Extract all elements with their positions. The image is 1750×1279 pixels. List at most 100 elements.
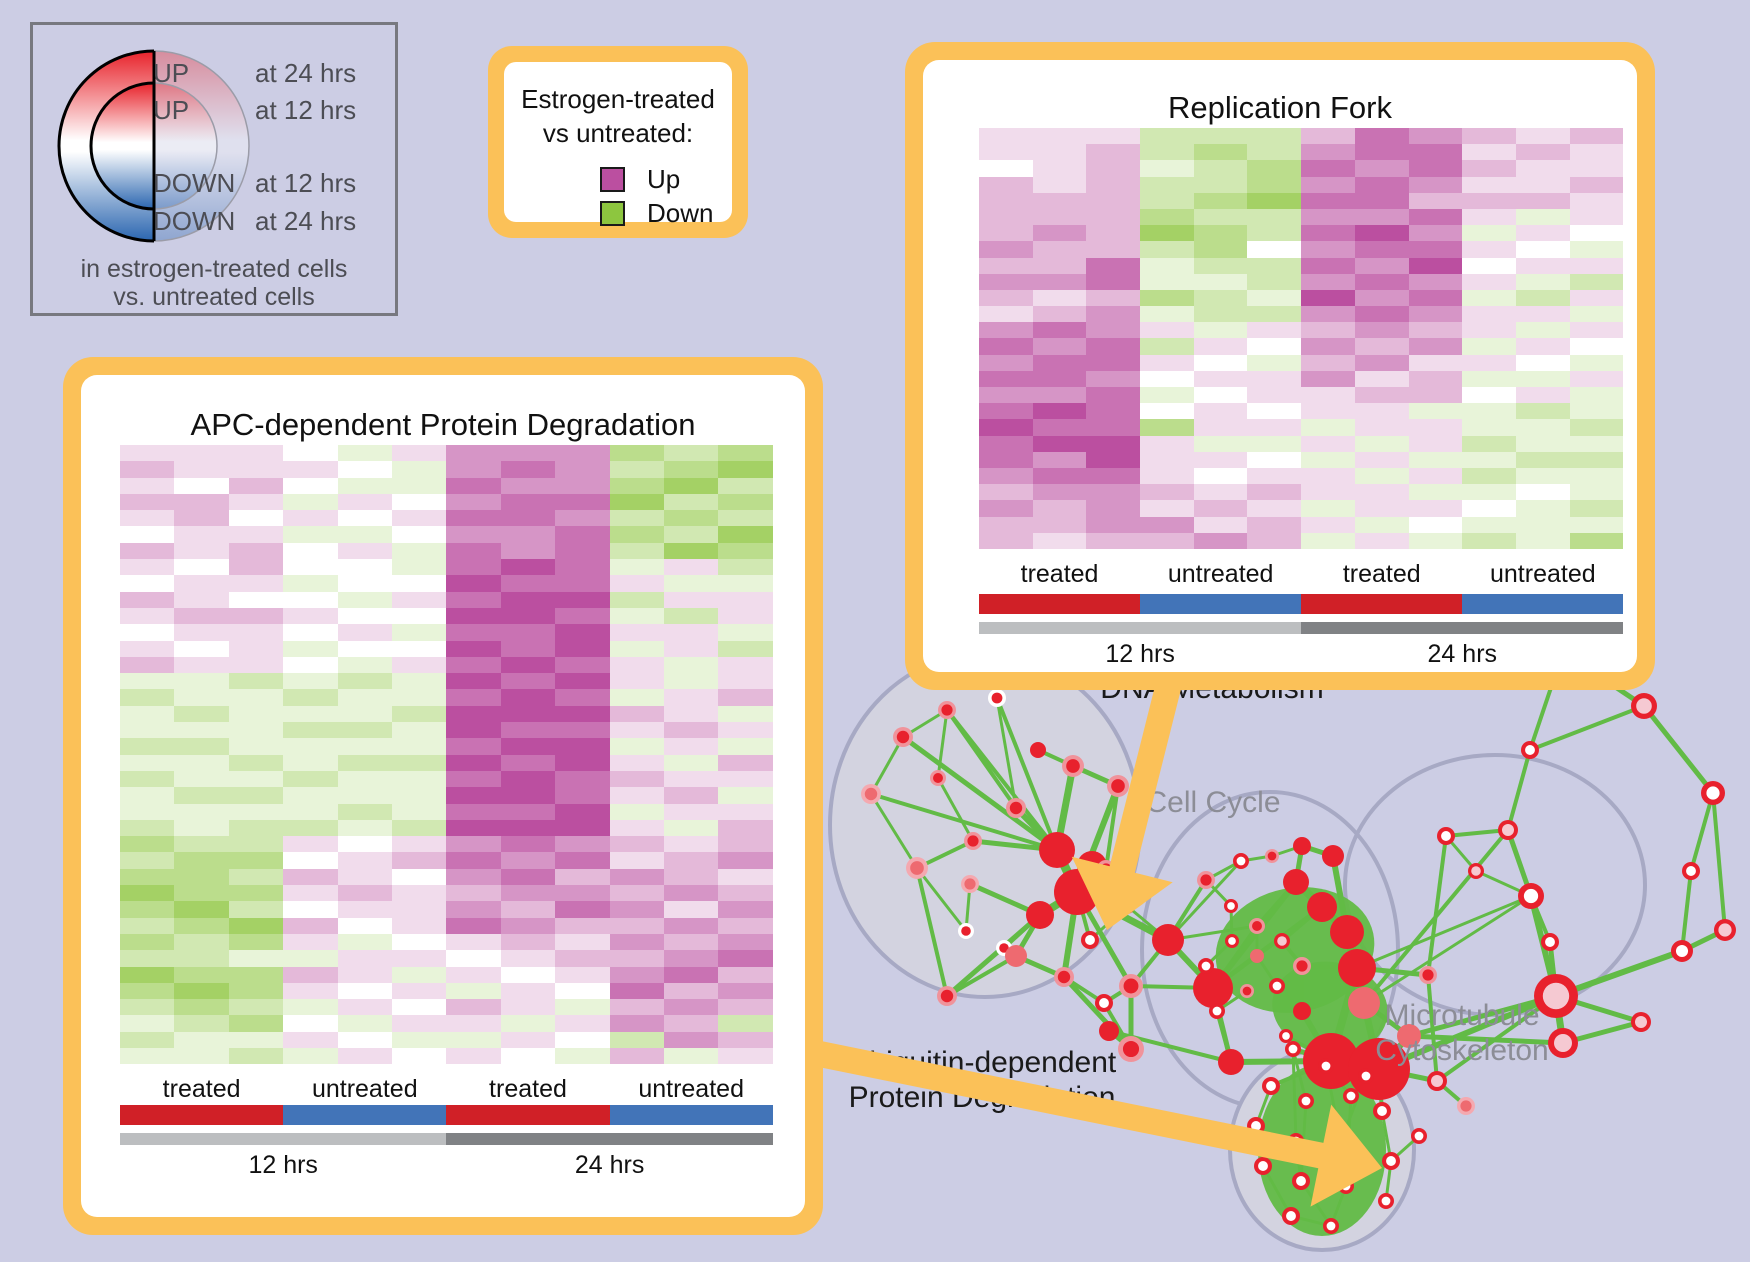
heatmap-cell (1462, 144, 1516, 161)
network-node-m11 (1675, 944, 1689, 958)
heatmap-cell (120, 624, 175, 641)
heatmap-cell (1247, 208, 1302, 226)
network-node-d11 (967, 835, 979, 847)
heatmap-cell (1515, 387, 1570, 404)
heatmap-row (120, 493, 773, 511)
heatmap-cell (174, 787, 229, 804)
legend-time: at 12 hrs (255, 168, 357, 198)
heatmap-cell (1354, 257, 1409, 274)
heatmap-cell (979, 192, 1033, 209)
heatmap-row (120, 673, 773, 690)
heatmap-cell (446, 754, 501, 771)
heatmap-cell (979, 532, 1033, 549)
heatmap-cell (120, 901, 175, 918)
network-node-d23 (940, 989, 954, 1003)
heatmap-cell (1462, 208, 1516, 226)
heatmap-cell (1569, 403, 1624, 420)
network-edge (1529, 704, 1645, 752)
network-edge (945, 708, 1018, 810)
heatmap-cell (174, 819, 229, 837)
heatmap-cell (500, 999, 556, 1016)
heatmap-cell (1032, 208, 1087, 226)
heatmap-cell (1515, 532, 1570, 549)
heatmap-cell (609, 738, 664, 755)
heatmap-cell (228, 852, 284, 869)
heatmap-cell (1462, 241, 1516, 258)
heatmap-cell (1301, 370, 1355, 387)
heatmap-cell (1354, 128, 1409, 145)
down-color-swatch (600, 201, 625, 226)
heatmap-cell (1193, 144, 1248, 161)
heatmap-cell (555, 445, 610, 462)
heatmap-cell (555, 933, 610, 951)
heatmap-cell (391, 493, 447, 511)
heatmap-cell (283, 852, 338, 869)
heatmap-cell (283, 1031, 338, 1048)
heatmap-cell (1408, 160, 1463, 177)
heatmap-cell (1301, 306, 1355, 323)
heatmap-cell (1408, 354, 1463, 371)
network-edge (1689, 792, 1715, 872)
heatmap-cell (1193, 322, 1248, 339)
heatmap-cell (337, 933, 392, 951)
heatmap-cell (555, 885, 610, 902)
heatmap-cell (337, 575, 392, 592)
heatmap-cell (1408, 128, 1463, 145)
heatmap-cell (1086, 370, 1141, 387)
heatmap-cell (1032, 289, 1087, 307)
heatmap-row (120, 640, 773, 657)
heatmap-cell (1569, 451, 1624, 468)
heatmap-cell (283, 689, 338, 706)
network-node-d9 (864, 787, 878, 801)
heatmap-cell (337, 445, 392, 462)
heatmap-cell (1354, 500, 1409, 517)
heatmap-row (120, 1015, 773, 1032)
heatmap-cell (1140, 500, 1194, 517)
heatmap-cell (446, 510, 501, 527)
heatmap-cell (228, 673, 284, 690)
heatmap-cell (391, 982, 447, 1000)
heatmap-cell (1086, 338, 1141, 355)
heatmap-cell (500, 722, 556, 739)
heatmap-cell (1086, 225, 1141, 242)
network-node-d26 (1122, 1040, 1140, 1058)
heatmap-cell (718, 836, 773, 853)
legend-direction: DOWN (153, 168, 236, 198)
time-label: 24 hrs (1427, 640, 1498, 668)
heatmap-cell (1193, 516, 1248, 533)
heatmap-cell (120, 445, 175, 462)
heatmap-cell (555, 477, 610, 494)
heatmap-cell (500, 901, 556, 918)
heatmap-cell (718, 999, 773, 1016)
heatmap-row (120, 933, 773, 951)
heatmap-cell (228, 559, 284, 576)
heatmap-cell (174, 705, 229, 723)
heatmap-cell (1140, 370, 1194, 387)
heatmap-cell (663, 640, 719, 657)
heatmap-cell (1301, 387, 1355, 404)
heatmap-cell (1032, 532, 1087, 549)
heatmap-cell (120, 966, 175, 983)
heatmap-cell (1462, 532, 1516, 549)
heatmap-row (120, 689, 773, 706)
heatmap-cell (283, 917, 338, 934)
heatmap-row (979, 144, 1624, 161)
heatmap-cell (663, 885, 719, 902)
heatmap-cell (555, 950, 610, 967)
heatmap-cell (609, 542, 664, 560)
heatmap-cell (663, 982, 719, 1000)
heatmap-cell (663, 493, 719, 511)
network-node-c15 (1277, 936, 1287, 946)
heatmap-cell (120, 982, 175, 1000)
heatmap-cell (1408, 306, 1463, 323)
heatmap-cell (1247, 306, 1302, 323)
network-node-c25 (1282, 1032, 1290, 1040)
network-node-c6 (1283, 869, 1309, 895)
heatmap-cell (500, 950, 556, 967)
heatmap-row (120, 1031, 773, 1048)
heatmap-cell (1193, 338, 1248, 355)
heatmap-cell (500, 591, 556, 608)
heatmap-cell (1140, 484, 1194, 501)
heatmap-row (979, 273, 1624, 290)
heatmap-cell (718, 787, 773, 804)
